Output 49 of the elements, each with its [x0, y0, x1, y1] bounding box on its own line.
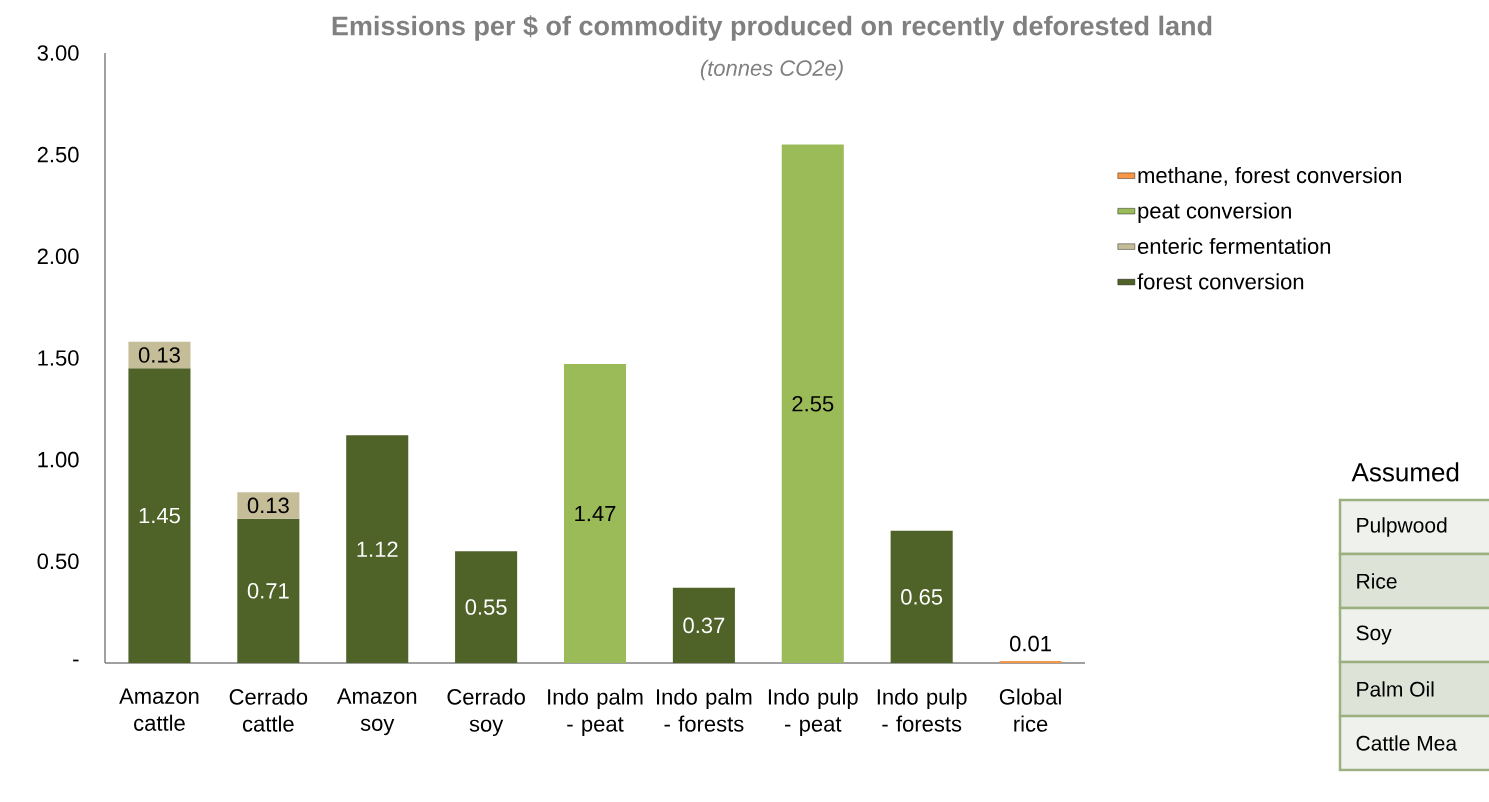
x-tick-label: Indo palm - peat	[548, 688, 643, 737]
x-tick-label: Indo pulp - forests	[877, 688, 967, 732]
data-label: 0.01	[1010, 635, 1051, 652]
bar	[237, 492, 300, 519]
text: Rice	[1357, 573, 1397, 589]
bar	[999, 660, 1062, 663]
data-label: 0.13	[247, 497, 289, 514]
y-tick-label: -	[73, 659, 79, 662]
x-tick-label: Amazon soy	[336, 688, 417, 736]
y-tick-label: 0.50	[37, 553, 79, 570]
legend-label: methane, forest conversion	[1138, 166, 1401, 186]
x-tick-label: Amazon cattle	[119, 688, 199, 731]
bar	[346, 435, 409, 663]
data-label: 1.45	[139, 507, 180, 524]
text: Cattle Mea	[1356, 735, 1458, 751]
data-label: 1.12	[357, 541, 398, 557]
bar	[781, 144, 844, 663]
y-tick-label: 2.00	[37, 248, 79, 265]
text: Assumed	[1351, 462, 1459, 482]
bar	[563, 364, 627, 663]
data-label: 1.47	[575, 505, 616, 522]
data-label: 0.13	[138, 347, 180, 363]
data-label: 0.71	[247, 583, 289, 599]
legend-label: enteric fermentation	[1138, 237, 1331, 255]
y-tick-label: 1.50	[38, 350, 79, 366]
data-label: 2.55	[792, 395, 834, 412]
text: Pulpwood	[1357, 517, 1447, 537]
chart-title: Emissions per $ of commodity produced on recently deforested land	[332, 15, 1212, 41]
x-tick-label: Indo palm - forests	[657, 688, 752, 732]
legend-label: peat conversion	[1138, 202, 1291, 223]
x-tick-label: Cerrado soy	[447, 688, 525, 737]
text: Soy	[1356, 625, 1392, 645]
legend-label: forest conversion	[1137, 273, 1304, 290]
y-tick-label: 3.00	[37, 45, 79, 61]
data-label: 0.65	[901, 589, 943, 605]
bar	[455, 551, 518, 663]
x-tick-label: Indo pulp - peat	[768, 688, 858, 737]
bar	[237, 518, 300, 663]
chart-subtitle: (tonnes CO2e)	[700, 59, 843, 81]
data-label: 0.37	[683, 617, 725, 634]
y-tick-label: 2.50	[37, 146, 79, 163]
text: Palm Oil	[1357, 681, 1434, 697]
y-tick-label: 1.00	[38, 451, 79, 468]
x-tick-label: Global rice	[999, 688, 1061, 732]
data-label: 0.55	[465, 599, 507, 615]
bar	[890, 530, 953, 663]
x-tick-label: Cerrado cattle	[229, 688, 308, 732]
bar	[672, 587, 735, 663]
bar	[128, 368, 191, 663]
